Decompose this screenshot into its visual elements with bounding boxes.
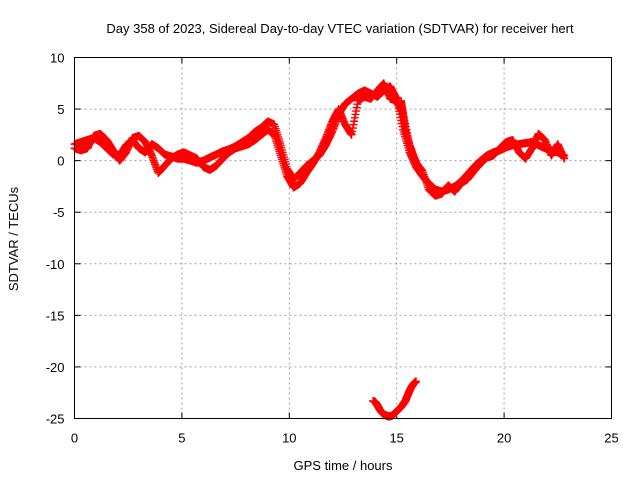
x-tick-label: 25	[604, 431, 618, 446]
x-tick-labels: 0 5 10 15 20 25	[71, 431, 619, 446]
x-tick-label: 20	[497, 431, 511, 446]
x-tick-label: 10	[282, 431, 296, 446]
data-point-negative_arc	[412, 377, 421, 386]
data-point-late_branch	[414, 162, 423, 171]
plot-frame	[74, 57, 612, 419]
y-tick-label: -25	[46, 412, 65, 427]
y-tick-label: -10	[46, 257, 65, 272]
y-tick-label: 10	[50, 51, 64, 66]
y-tick-label: -15	[46, 308, 65, 323]
y-tick-label: 5	[57, 102, 64, 117]
y-tick-labels: 10 5 0 -5 -10 -15 -20 -25	[46, 51, 65, 427]
x-tick-label: 15	[389, 431, 403, 446]
x-tick-label: 5	[178, 431, 185, 446]
y-tick-label: -5	[53, 205, 65, 220]
y-tick-label: -20	[46, 360, 65, 375]
data-marks	[70, 79, 569, 421]
chart-title: Day 358 of 2023, Sidereal Day-to-day VTE…	[106, 21, 574, 36]
data-point-main_track_b	[560, 154, 569, 163]
x-axis-label: GPS time / hours	[294, 458, 393, 473]
y-tick-label: 0	[57, 154, 64, 169]
x-tick-label: 0	[71, 431, 78, 446]
y-axis-label: SDTVAR / TECUs	[6, 186, 21, 291]
